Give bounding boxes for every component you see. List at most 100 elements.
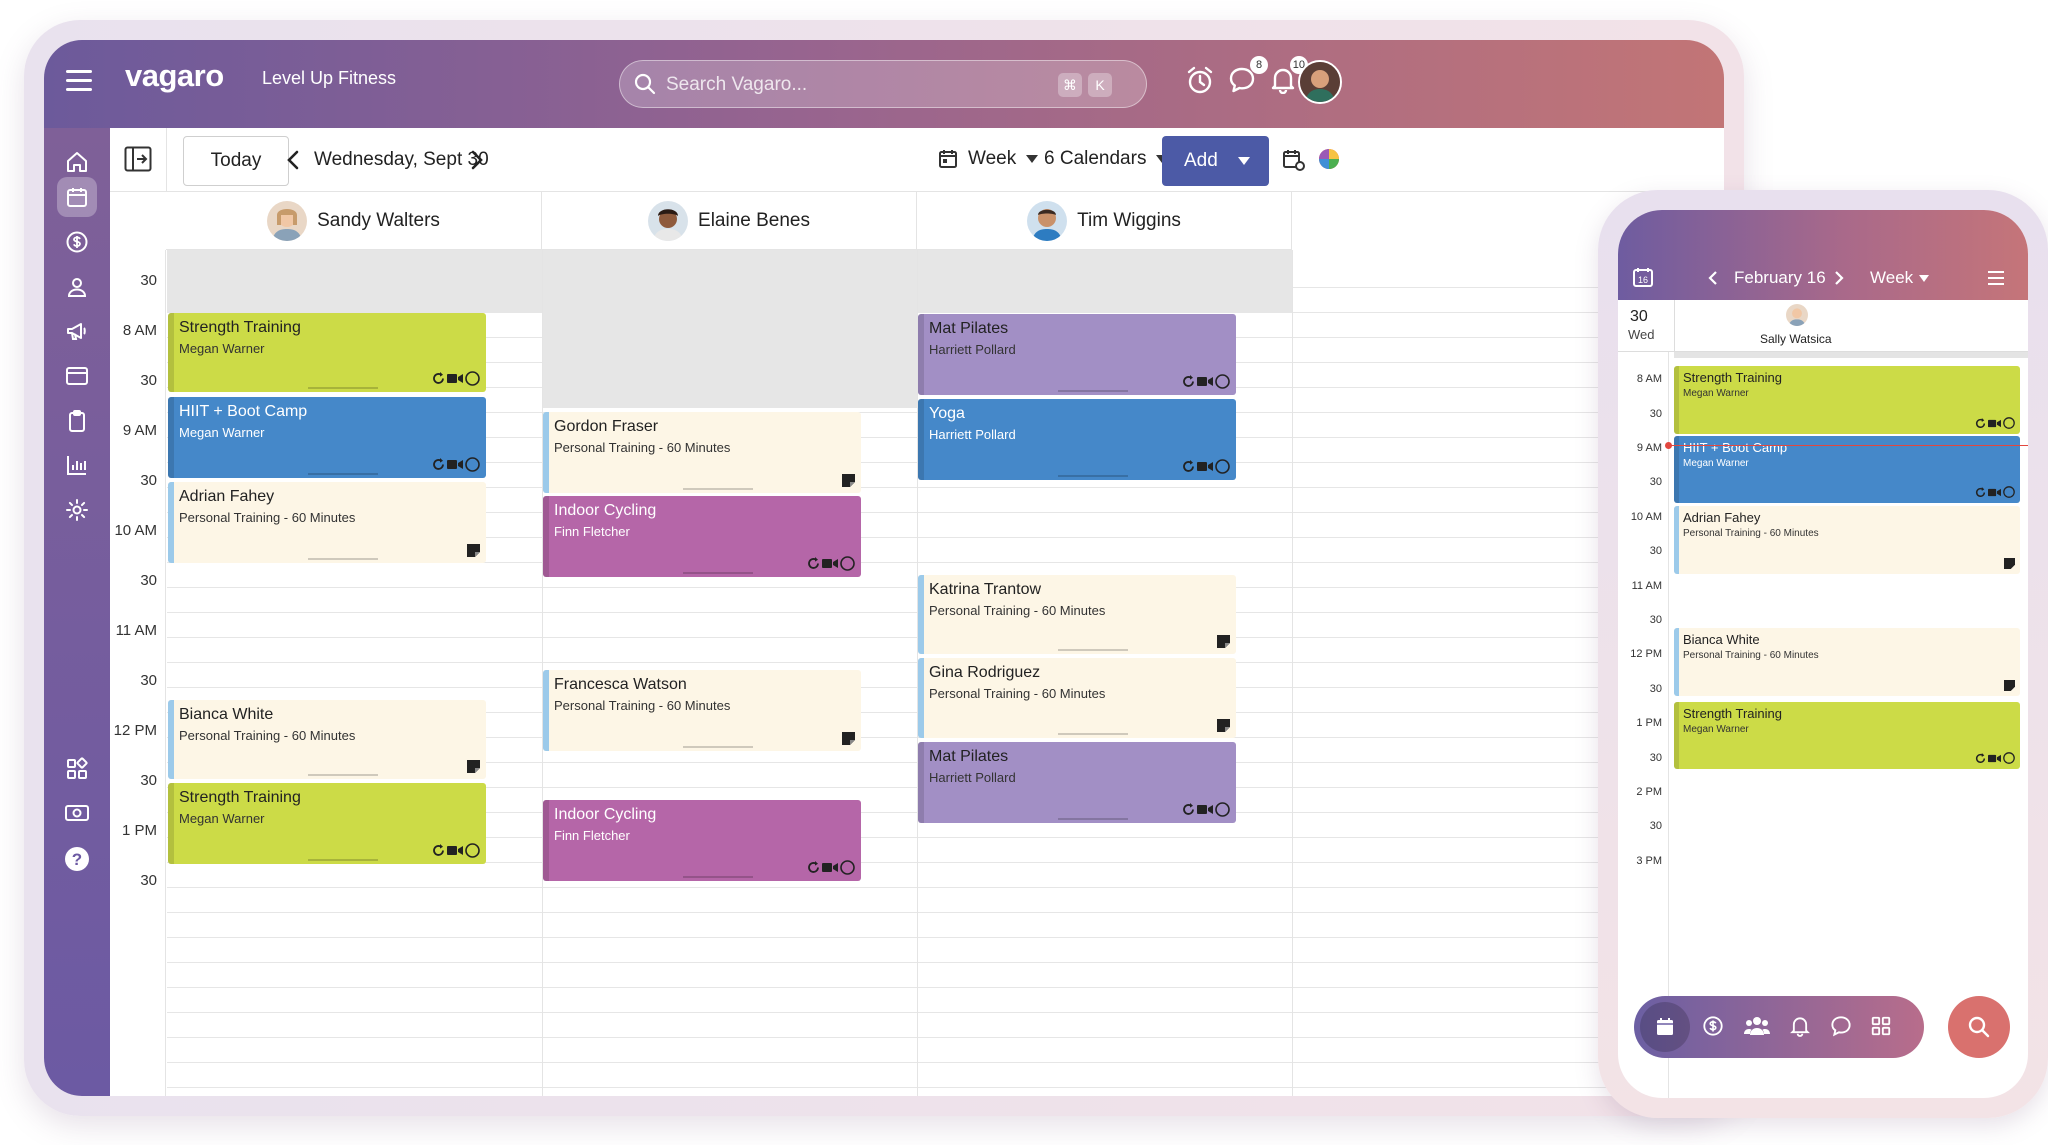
- sidebar-item-customers[interactable]: [57, 267, 97, 307]
- appointment-card[interactable]: HIIT + Boot Camp Megan Warner: [168, 397, 486, 478]
- calendar-settings-button[interactable]: [1282, 148, 1306, 178]
- sidebar-item-online-booking[interactable]: [57, 356, 97, 396]
- bell-icon[interactable]: [1790, 1015, 1810, 1037]
- capacity-icon: [465, 843, 480, 858]
- sidebar-item-payments[interactable]: [57, 793, 97, 833]
- dollar-icon[interactable]: [1702, 1015, 1724, 1037]
- appointment-card[interactable]: Strength Training Megan Warner: [168, 313, 486, 392]
- repeat-icon: [808, 557, 819, 569]
- staff-header-3[interactable]: Tim Wiggins: [917, 192, 1292, 250]
- appointment-card[interactable]: Francesca Watson Personal Training - 60 …: [543, 670, 861, 751]
- phone-view-selector[interactable]: Week: [1870, 268, 1930, 288]
- appointment-title: Francesca Watson: [554, 676, 687, 693]
- sidebar-item-apps[interactable]: [57, 749, 97, 789]
- appointment-card[interactable]: Bianca White Personal Training - 60 Minu…: [1674, 628, 2020, 696]
- sidebar-item-home[interactable]: [57, 142, 97, 182]
- appointment-card[interactable]: Strength Training Megan Warner: [1674, 366, 2020, 434]
- chat-icon[interactable]: [1830, 1015, 1852, 1037]
- phone-date: February 16: [1734, 268, 1826, 287]
- tablet-screen: vagaro Level Up Fitness ⌘ K 8 10: [44, 40, 1724, 1096]
- today-button[interactable]: Today: [183, 136, 289, 186]
- tablet-device: vagaro Level Up Fitness ⌘ K 8 10: [24, 20, 1744, 1116]
- note-icon: [1217, 719, 1230, 732]
- repeat-icon: [1183, 375, 1194, 387]
- sidebar-item-sales[interactable]: [57, 222, 97, 262]
- sidebar-item-calendar[interactable]: [57, 177, 97, 217]
- video-icon: [1988, 419, 2001, 427]
- appointment-title: Strength Training: [179, 789, 301, 806]
- appointment-card[interactable]: Adrian Fahey Personal Training - 60 Minu…: [168, 482, 486, 563]
- phone-calendar-button[interactable]: 16: [1632, 266, 1654, 293]
- appointment-card[interactable]: Adrian Fahey Personal Training - 60 Minu…: [1674, 506, 2020, 574]
- calendars-selector[interactable]: 6 Calendars: [1044, 148, 1169, 170]
- sidebar-item-settings[interactable]: [57, 490, 97, 530]
- add-button[interactable]: Add: [1162, 136, 1269, 186]
- appointment-card[interactable]: Gordon Fraser Personal Training - 60 Min…: [543, 412, 861, 493]
- calendars-label: 6 Calendars: [1044, 148, 1147, 169]
- capacity-icon: [1215, 802, 1230, 817]
- time-label: 30: [1649, 545, 1662, 557]
- time-label: 30: [1649, 408, 1662, 420]
- appointment-card[interactable]: Indoor Cycling Finn Fletcher: [543, 800, 861, 881]
- appointment-card[interactable]: Strength Training Megan Warner: [1674, 702, 2020, 769]
- phone-nav-calendar[interactable]: [1640, 1002, 1690, 1052]
- chevron-right-icon[interactable]: [1834, 270, 1844, 286]
- help-icon: ?: [65, 847, 89, 871]
- appointment-title: HIIT + Boot Camp: [179, 403, 308, 420]
- appointment-card[interactable]: Strength Training Megan Warner: [168, 783, 486, 864]
- chat-button[interactable]: 8: [1228, 56, 1268, 99]
- sidebar-item-forms[interactable]: [57, 401, 97, 441]
- caret-down-icon: [1919, 274, 1930, 282]
- appointment-card[interactable]: Gina Rodriguez Personal Training - 60 Mi…: [918, 658, 1236, 738]
- appointment-card[interactable]: Mat Pilates Harriett Pollard: [918, 314, 1236, 395]
- staff-header-1[interactable]: Sandy Walters: [166, 192, 542, 250]
- clipboard-icon: [69, 410, 85, 432]
- repeat-icon: [1975, 486, 1986, 497]
- people-icon[interactable]: [1744, 1015, 1770, 1037]
- next-date-button[interactable]: [470, 149, 484, 177]
- notifications-button[interactable]: 10: [1270, 56, 1308, 99]
- repeat-icon: [433, 458, 444, 470]
- apps-grid-icon[interactable]: [1870, 1015, 1892, 1037]
- sidebar-item-reports[interactable]: [57, 445, 97, 485]
- view-selector[interactable]: Week: [938, 148, 1039, 170]
- megaphone-icon: [67, 323, 86, 340]
- appointment-card[interactable]: Bianca White Personal Training - 60 Minu…: [168, 700, 486, 779]
- collapse-panel-button[interactable]: [124, 146, 152, 178]
- appointment-card[interactable]: Mat Pilates Harriett Pollard: [918, 742, 1236, 823]
- calendar-view-icon: [939, 150, 957, 168]
- time-label: 1 PM: [1636, 717, 1662, 729]
- appointment-title: Mat Pilates: [929, 748, 1009, 765]
- brand-logo[interactable]: vagaro: [125, 58, 224, 93]
- appointment-title: Indoor Cycling: [554, 806, 657, 823]
- calendar-day-number: 16: [1638, 275, 1649, 285]
- video-icon: [447, 374, 463, 383]
- menu-icon[interactable]: [66, 70, 92, 92]
- staff-header-2[interactable]: Elaine Benes: [542, 192, 917, 250]
- alarm-clock-icon[interactable]: [1186, 66, 1214, 96]
- phone-search-button[interactable]: [1948, 996, 2010, 1058]
- appointment-subtitle: Harriett Pollard: [929, 427, 1016, 442]
- sidebar-item-help[interactable]: ?: [57, 839, 97, 879]
- prev-date-button[interactable]: [286, 149, 300, 177]
- sidebar-item-marketing[interactable]: [57, 311, 97, 351]
- apps-grid-icon: [67, 757, 88, 779]
- appointment-card[interactable]: Katrina Trantow Personal Training - 60 M…: [918, 575, 1236, 654]
- chevron-left-icon[interactable]: [1708, 270, 1718, 286]
- appointment-title: Adrian Fahey: [179, 488, 275, 505]
- appointment-title: Strength Training: [1683, 706, 1783, 721]
- staff-avatar: [1027, 200, 1068, 241]
- search-bar[interactable]: ⌘ K: [619, 60, 1147, 108]
- appointment-card[interactable]: Indoor Cycling Finn Fletcher: [543, 496, 861, 577]
- appointment-card[interactable]: HIIT + Boot Camp Megan Warner: [1674, 436, 2020, 503]
- phone-menu-icon[interactable]: [1988, 271, 2004, 285]
- appointment-subtitle: Personal Training - 60 Minutes: [1683, 528, 1819, 539]
- capacity-icon: [840, 556, 855, 571]
- collapse-panel-icon: [124, 146, 152, 172]
- appointment-card[interactable]: Yoga Harriett Pollard: [918, 399, 1236, 480]
- user-avatar[interactable]: [1298, 60, 1342, 104]
- unavailable-block: [542, 312, 917, 408]
- business-name: Level Up Fitness: [262, 68, 397, 88]
- color-picker-button[interactable]: [1318, 148, 1340, 176]
- search-input[interactable]: [666, 70, 1046, 100]
